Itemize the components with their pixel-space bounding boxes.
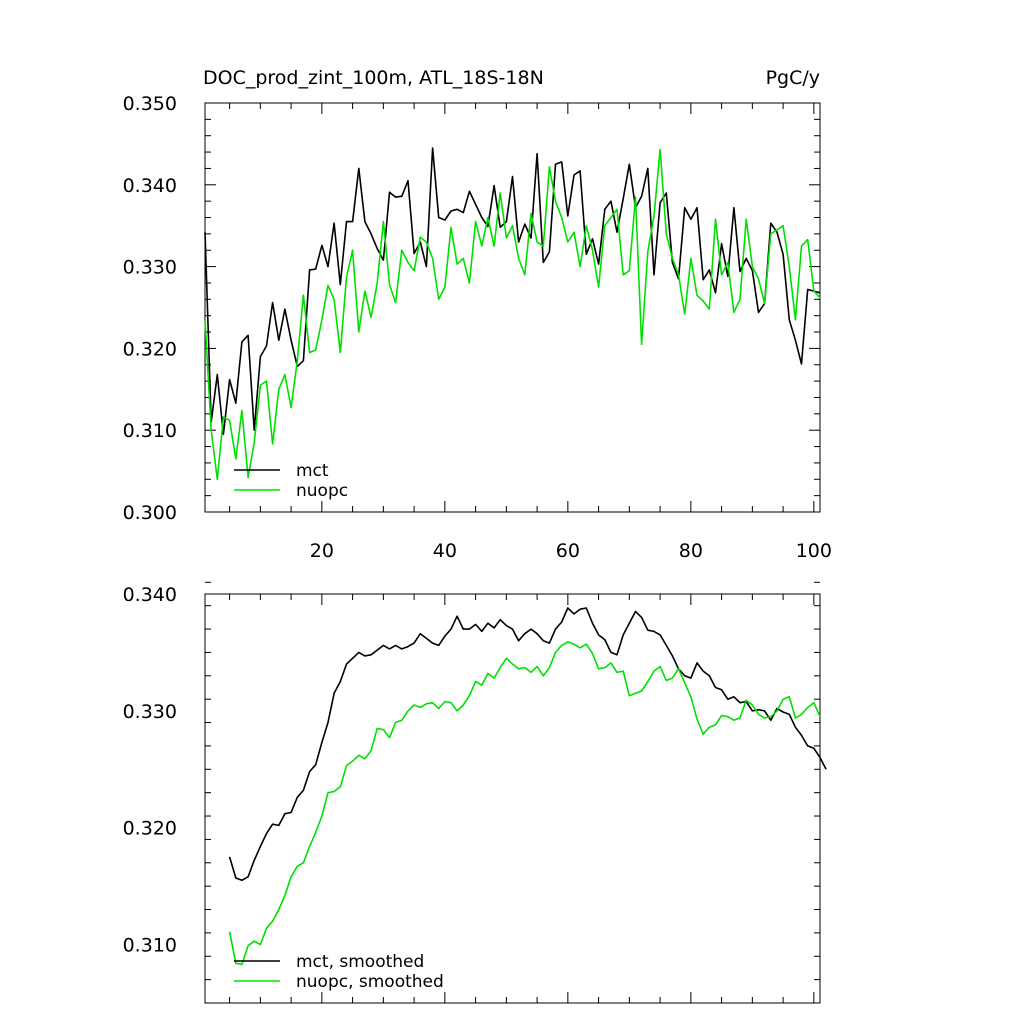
x-tick-label: 20 — [310, 540, 334, 562]
x-tick-label: 80 — [679, 540, 703, 562]
y-tick-label: 0.310 — [123, 935, 177, 957]
y-tick-label: 0.340 — [123, 175, 177, 197]
x-tick-label: 100 — [796, 540, 832, 562]
chart-2: 0.310 0.320 0.330 0.340 mct, smoothednuopc, … — [123, 581, 827, 1004]
y-tick-label: 0.330 — [123, 257, 177, 279]
series-line-mct — [204, 147, 821, 436]
units-label: PgC/y — [766, 67, 820, 89]
y-tick-label: 0.340 — [123, 584, 177, 606]
series-line-nuopc-smoothed — [228, 641, 821, 966]
y-tick-label: 0.320 — [123, 338, 177, 360]
legend-label: mct, smoothed — [296, 952, 424, 972]
series-line-nuopc — [204, 148, 821, 481]
legend-label: mct — [296, 461, 329, 481]
chart-1: DOC_prod_zint_100m, ATL_18S-18N PgC/y 20 40… — [123, 67, 832, 562]
y-tick-label: 0.320 — [123, 818, 177, 840]
series-line-mct-smoothed — [228, 607, 827, 882]
x-tick-label: 60 — [556, 540, 580, 562]
y-tick-label: 0.330 — [123, 701, 177, 723]
y-tick-label: 0.310 — [123, 420, 177, 442]
chart-title: DOC_prod_zint_100m, ATL_18S-18N — [203, 67, 544, 89]
legend-label: nuopc — [296, 481, 348, 501]
plot-frame — [204, 102, 821, 513]
y-tick-label: 0.300 — [123, 502, 177, 524]
legend-label: nuopc, smoothed — [296, 972, 444, 992]
x-tick-label: 40 — [433, 540, 457, 562]
plot-frame — [204, 593, 821, 1004]
y-tick-label: 0.350 — [123, 93, 177, 115]
